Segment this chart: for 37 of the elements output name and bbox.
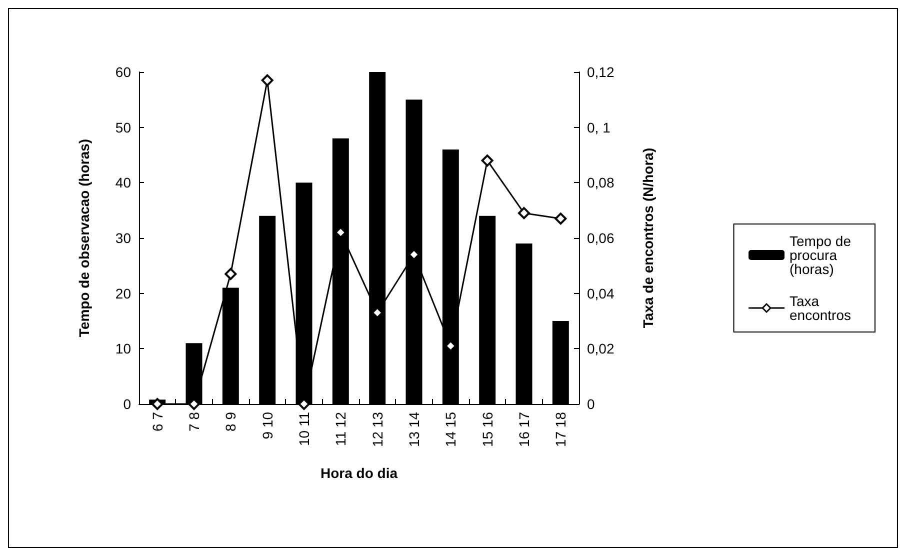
y-tick-label: 40	[115, 174, 132, 191]
y-tick-label: 30	[115, 230, 132, 246]
y2-tick-label: 0,02	[587, 340, 614, 357]
y-tick-label: 20	[115, 285, 132, 302]
y2-tick-label: 0	[587, 396, 595, 412]
x-tick-label: 15 16	[479, 412, 496, 448]
x-tick-label: 14 15	[442, 412, 459, 448]
y-tick-label: 10	[115, 340, 132, 357]
point	[518, 207, 530, 220]
x-tick-label: 9 10	[259, 412, 276, 440]
y-tick-label: 0	[123, 396, 132, 412]
point	[481, 154, 494, 167]
y2-tick-label: 0,12	[587, 64, 614, 80]
x-tick-label: 16 17	[516, 412, 532, 448]
x-tick-label: 10 11	[296, 412, 312, 446]
y2-tick-label: 0, 1	[587, 119, 611, 136]
x-tick-label: 11 12	[332, 412, 349, 446]
y2-tick-label: 0,08	[587, 174, 614, 191]
y2-tick-label: 0,04	[587, 285, 614, 302]
y2-tick-label: 0,06	[587, 230, 614, 246]
y-tick-label: 50	[115, 119, 132, 136]
x-tick-label: 7 8	[186, 412, 202, 432]
x-tick-label: 8 9	[222, 412, 239, 432]
x-tick-label: 6 7	[149, 412, 166, 432]
point	[261, 74, 274, 86]
point	[554, 212, 567, 225]
x-tick-label: 17 18	[552, 412, 569, 448]
x-axis-title: Hora do dia	[320, 465, 398, 481]
y-tick-label: 60	[115, 64, 132, 80]
x-tick-label: 12 13	[369, 412, 386, 448]
point	[151, 398, 164, 410]
x-tick-label: 13 14	[406, 412, 422, 448]
y-axis-title: Tempo de observacao (horas)	[76, 138, 92, 338]
legend-label: Taxa encontros	[790, 293, 851, 323]
legend-label: Tempo de procura (horas)	[790, 233, 852, 277]
y2-axis-title: Taxa de encontros (N/hora)	[640, 148, 656, 328]
point	[224, 268, 237, 280]
